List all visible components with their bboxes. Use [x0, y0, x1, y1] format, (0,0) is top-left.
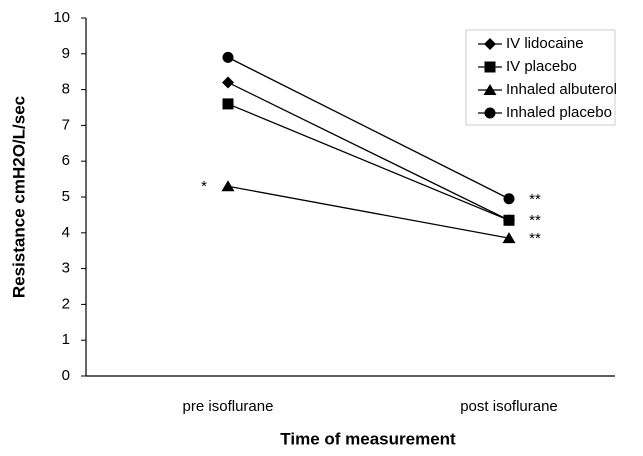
- x-tick-label: post isoflurane: [460, 398, 558, 415]
- data-point: [222, 76, 234, 89]
- annotation: *: [201, 178, 207, 195]
- legend-label: Inhaled albuterol: [506, 81, 617, 98]
- y-tick-label: 6: [62, 152, 70, 169]
- y-tick-label: 8: [62, 81, 70, 98]
- legend-label: IV lidocaine: [506, 35, 584, 52]
- legend-label: Inhaled placebo: [506, 104, 612, 121]
- series-line: [227, 103, 510, 221]
- y-tick-label: 9: [62, 45, 70, 62]
- legend-label: IV placebo: [506, 58, 577, 75]
- x-axis-label: Time of measurement: [280, 429, 456, 448]
- data-point: [503, 193, 515, 205]
- annotation: **: [529, 230, 541, 247]
- series-line: [227, 81, 510, 221]
- y-tick-label: 0: [62, 367, 70, 384]
- data-point: [222, 98, 234, 110]
- legend-marker: [484, 61, 496, 73]
- y-axis-label: Resistance cmH2O/L/sec: [9, 96, 28, 298]
- y-tick-label: 10: [53, 9, 70, 26]
- legend-marker: [484, 38, 496, 50]
- data-point: [503, 214, 515, 226]
- data-point: [221, 180, 235, 192]
- y-tick-label: 1: [62, 331, 70, 348]
- series-line: [227, 185, 510, 239]
- series-line: [227, 56, 510, 200]
- y-tick-label: 7: [62, 116, 70, 133]
- annotation: **: [529, 212, 541, 229]
- legend-marker: [483, 84, 497, 95]
- y-tick-label: 4: [62, 224, 70, 241]
- x-tick-label: pre isoflurane: [183, 398, 274, 415]
- data-point: [502, 232, 516, 244]
- y-tick-label: 2: [62, 295, 70, 312]
- annotation: **: [529, 191, 541, 208]
- y-tick-label: 5: [62, 188, 70, 205]
- legend-marker: [484, 107, 496, 119]
- y-tick-label: 3: [62, 260, 70, 277]
- data-point: [222, 51, 234, 63]
